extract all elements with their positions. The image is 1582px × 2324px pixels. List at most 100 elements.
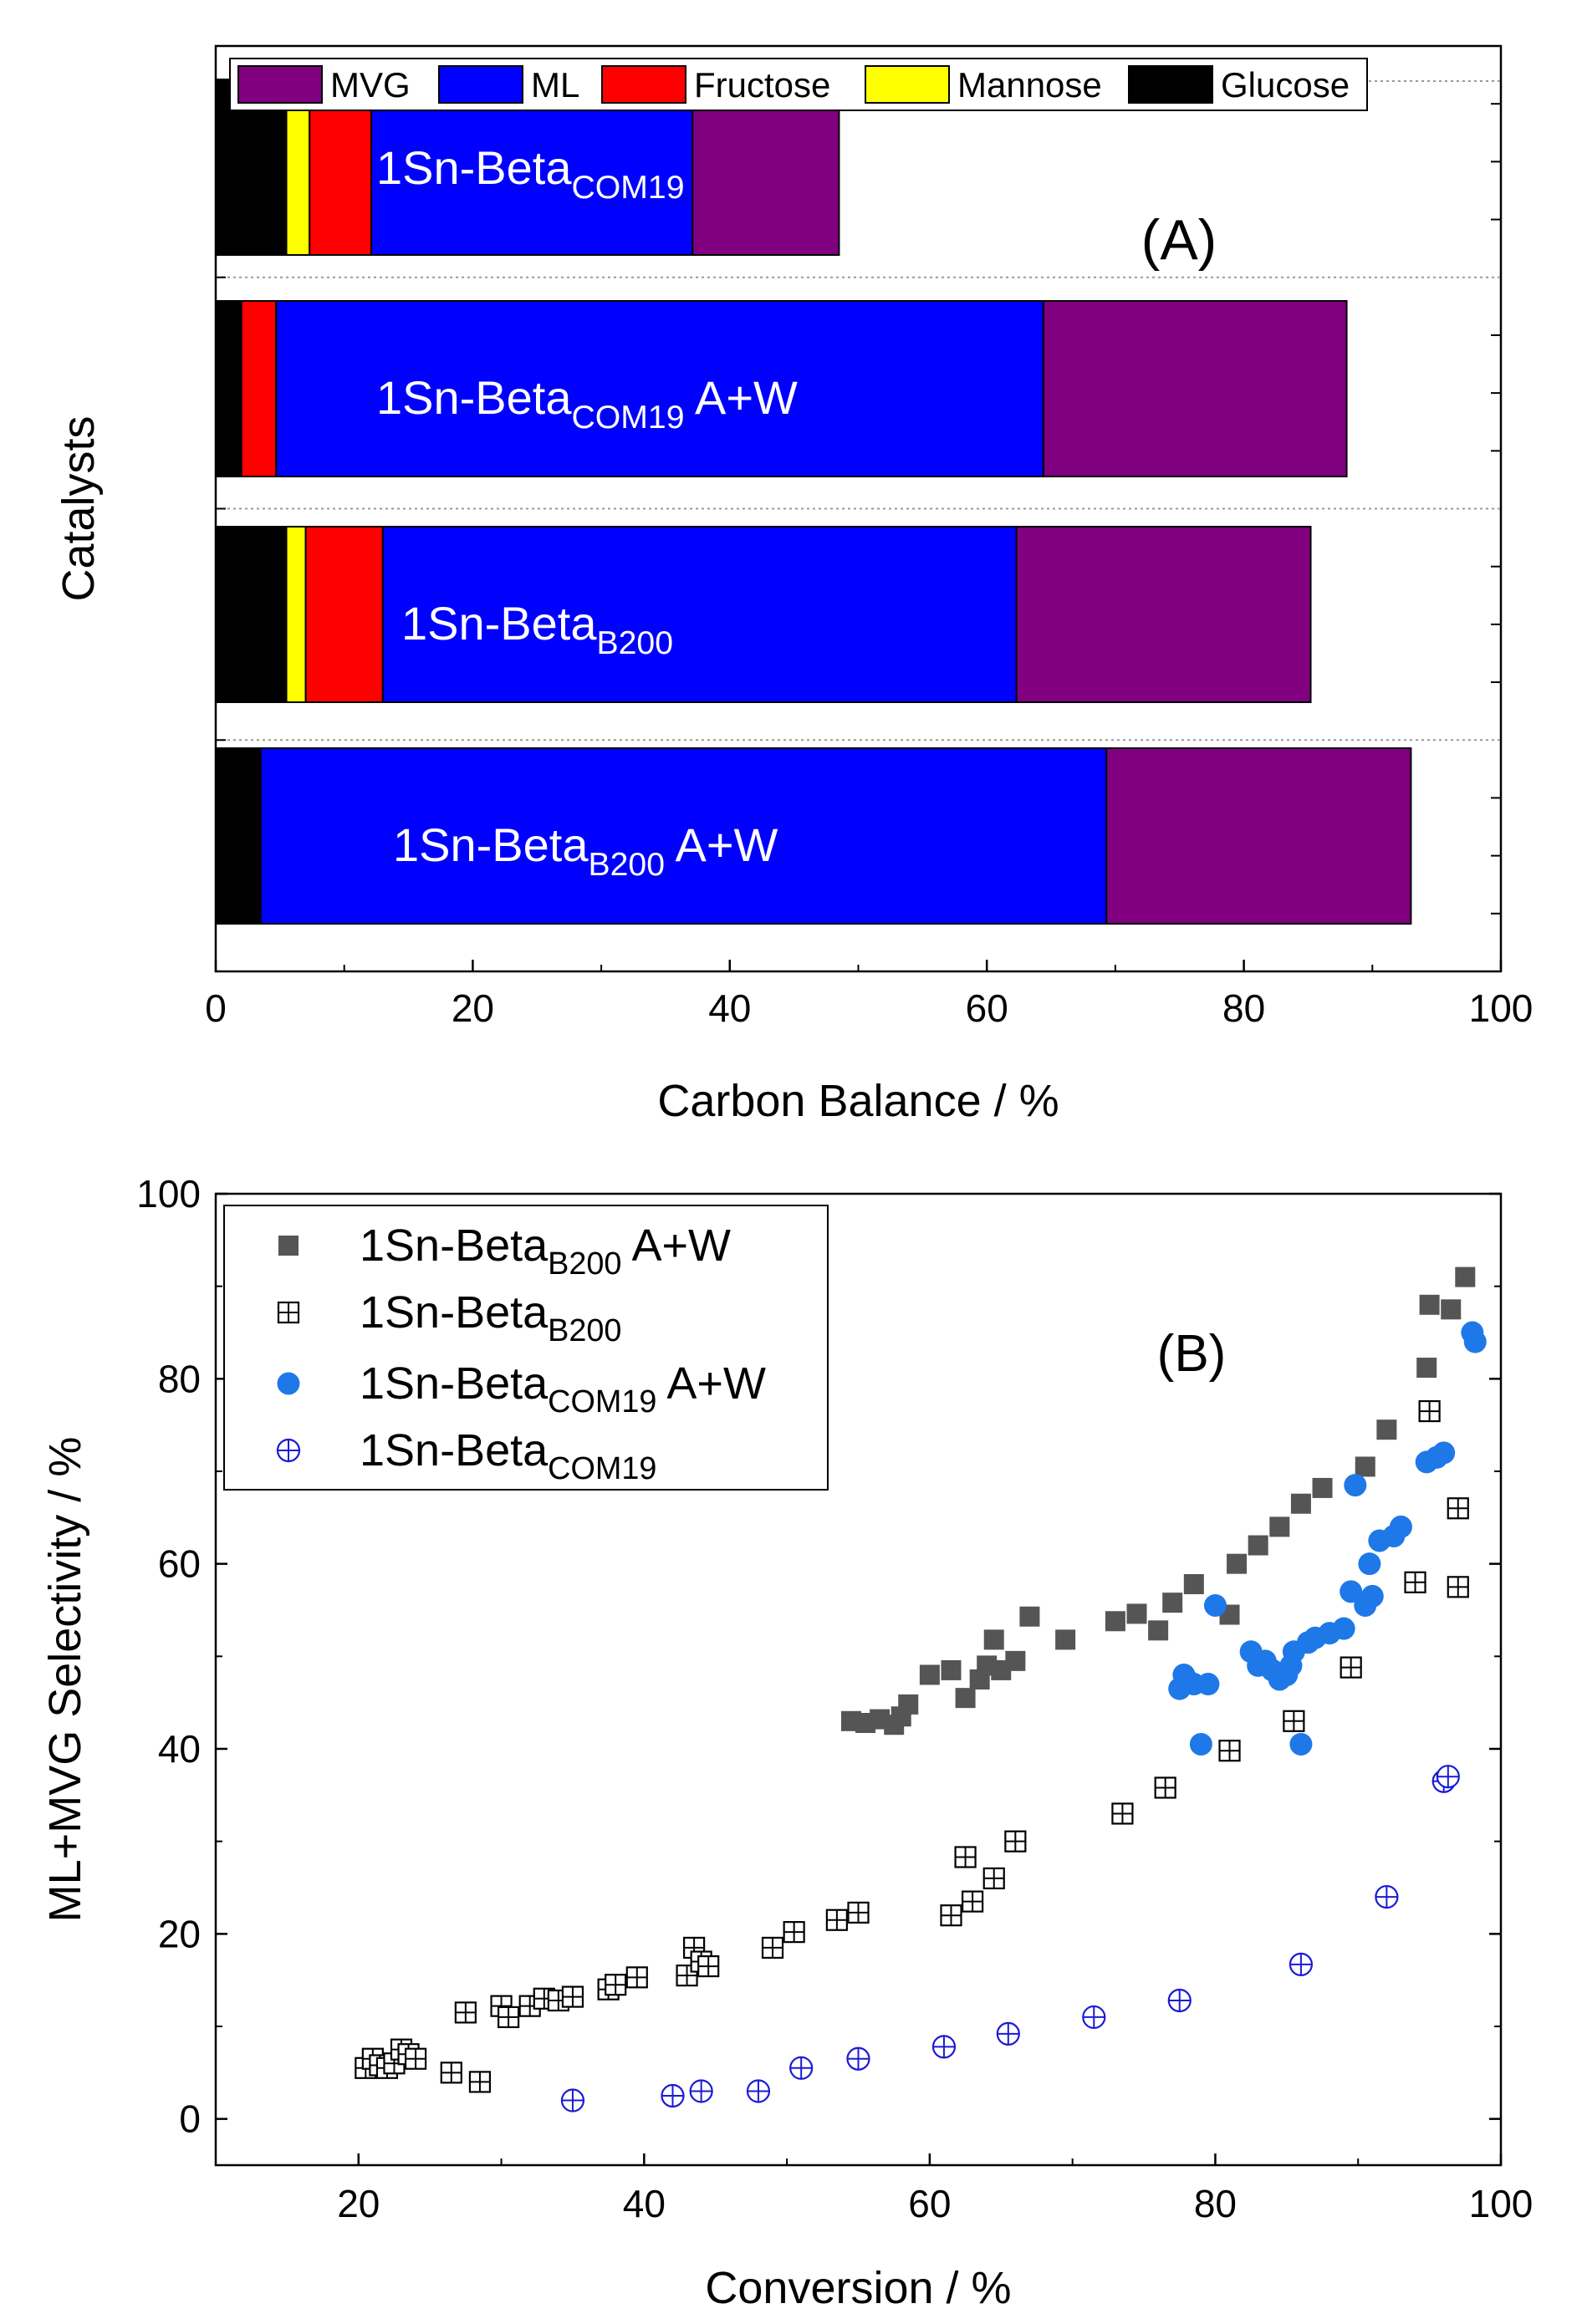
marker-shape — [1005, 1650, 1026, 1671]
panel-b-plot-frame — [214, 1192, 1503, 2167]
legend-label-glucose: Glucose — [1221, 65, 1350, 104]
bar-label-subscript: COM19 — [572, 400, 685, 436]
marker-shape — [1248, 1535, 1268, 1556]
data-point-com19-aw — [1360, 1584, 1384, 1608]
bar-label-name: 1Sn-Beta — [401, 597, 597, 650]
legend-label-mannose: Mannose — [957, 65, 1102, 104]
bar-segment-glucose — [215, 300, 242, 477]
legend-label-suffix: A+W — [621, 1221, 731, 1271]
data-point-com19-aw — [1332, 1617, 1355, 1640]
x-tick-label: 80 — [1194, 2182, 1237, 2225]
panel-a-legend: MVG ML Fructose Mannose Glucose — [229, 58, 1368, 111]
marker-shape — [278, 1236, 299, 1256]
bar-label-name: 1Sn-Beta — [376, 371, 572, 424]
data-point-b200 — [440, 2062, 462, 2084]
data-point-com19-aw — [1197, 1673, 1220, 1696]
data-point-b200 — [1218, 1740, 1241, 1762]
data-point-b200-aw — [919, 1664, 940, 1685]
legend-label-subscript: COM19 — [548, 1451, 656, 1486]
bar-segment-glucose — [215, 747, 262, 925]
marker-shape — [1189, 1732, 1212, 1756]
legend-marker — [276, 1438, 301, 1463]
bar-segment-mannose — [285, 526, 307, 703]
bar-segment-mvg — [1105, 747, 1412, 925]
marker-shape — [898, 1694, 919, 1715]
data-point-b200 — [625, 1966, 648, 1989]
data-point-b200-aw — [1416, 1358, 1437, 1379]
panel-b-points — [355, 1266, 1487, 2112]
marker-shape — [1355, 1456, 1375, 1477]
data-point-b200-aw — [1148, 1620, 1169, 1641]
data-point-com19-aw — [1358, 1552, 1381, 1576]
data-point-b200 — [783, 1921, 805, 1944]
y-tick-label: 0 — [179, 2097, 201, 2141]
data-point-b200 — [825, 1909, 848, 1931]
legend-label-subscript: B200 — [548, 1313, 621, 1348]
bar-segment-glucose — [215, 526, 288, 703]
data-point-com19-aw — [1344, 1474, 1367, 1497]
legend-swatch-glucose — [1128, 65, 1213, 104]
data-point-com19-aw — [1463, 1330, 1487, 1353]
data-point-com19 — [1167, 1988, 1192, 2013]
x-tick-label: 60 — [966, 986, 1008, 1030]
marker-shape — [1290, 1493, 1311, 1514]
panel-a-ticks: 0 20 40 60 80 100 — [205, 103, 1534, 1030]
data-point-b200-aw — [1355, 1456, 1375, 1477]
data-point-b200 — [1154, 1776, 1176, 1799]
bar-label-subscript: COM19 — [572, 170, 685, 206]
x-tick-label: 80 — [1222, 986, 1265, 1030]
data-point-com19 — [996, 2021, 1020, 2046]
data-point-b200 — [954, 1846, 977, 1868]
data-point-com19-aw — [1203, 1593, 1227, 1617]
legend-label-mvg: MVG — [330, 65, 411, 104]
legend-label: 1Sn-BetaB200 — [360, 1287, 621, 1348]
panel-b-label: (B) — [1157, 1325, 1227, 1383]
data-point-b200 — [1404, 1571, 1426, 1593]
y-tick-label: 60 — [158, 1542, 201, 1586]
data-point-com19-aw — [1389, 1515, 1412, 1538]
x-tick-label: 100 — [1469, 986, 1534, 1030]
marker-shape — [1360, 1584, 1384, 1608]
data-point-b200 — [1340, 1656, 1362, 1679]
legend-label-name: 1Sn-Beta — [360, 1287, 549, 1338]
data-point-com19 — [931, 2035, 957, 2059]
data-point-com19 — [1082, 2005, 1106, 2030]
marker-shape — [1203, 1593, 1227, 1617]
legend-marker — [277, 1372, 300, 1395]
bar-label: 1Sn-BetaCOM19 — [376, 141, 685, 206]
y-tick-label: 40 — [158, 1727, 201, 1771]
data-point-b200 — [1447, 1497, 1469, 1520]
marker-shape — [955, 1688, 976, 1709]
bar-segment-mvg — [1015, 526, 1312, 703]
data-point-com19-aw — [1289, 1732, 1313, 1756]
marker-shape — [1055, 1629, 1076, 1650]
marker-shape — [1340, 1580, 1363, 1603]
data-point-b200 — [404, 2047, 427, 2070]
data-point-com19 — [661, 2083, 685, 2108]
bar-label-subscript: B200 — [589, 847, 666, 883]
data-point-b200-aw — [1269, 1516, 1290, 1537]
data-point-b200-aw — [1290, 1493, 1311, 1514]
bar-label-name: 1Sn-Beta — [376, 141, 572, 194]
x-tick-label: 0 — [205, 986, 227, 1030]
data-point-com19 — [1289, 1952, 1314, 1976]
marker-shape — [1441, 1299, 1462, 1320]
legend-label: 1Sn-BetaB200 A+W — [360, 1221, 731, 1282]
legend-box — [223, 1205, 829, 1491]
data-point-b200 — [1283, 1710, 1305, 1732]
bar-label: 1Sn-BetaB200 A+W — [393, 818, 778, 883]
legend-label-subscript: COM19 — [548, 1384, 656, 1419]
data-point-com19 — [689, 2079, 713, 2103]
marker-shape — [1312, 1477, 1333, 1498]
data-point-b200-aw — [1227, 1553, 1248, 1574]
marker-shape — [1105, 1611, 1125, 1632]
legend-label-name: 1Sn-Beta — [360, 1221, 549, 1271]
marker-shape — [941, 1659, 962, 1680]
legend-label-fructose: Fructose — [694, 65, 830, 104]
bar-label-name: 1Sn-Beta — [393, 818, 589, 871]
data-point-b200-aw — [1019, 1606, 1040, 1627]
data-point-b200-aw — [941, 1659, 962, 1680]
marker-shape — [1148, 1620, 1169, 1641]
